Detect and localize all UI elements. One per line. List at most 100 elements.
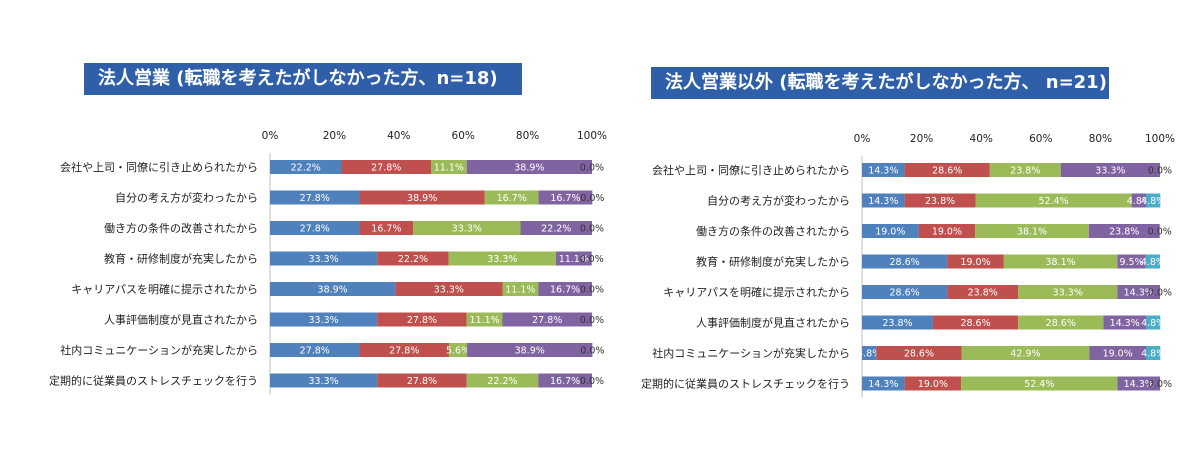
bar-segment [862,376,905,391]
category-label: 社内コミュニケーションが充実したから [60,343,258,357]
data-label: 38.1% [1017,227,1047,238]
data-label: 4.8% [1141,257,1165,268]
bar-segment [502,282,539,296]
bar-segment [1089,346,1146,360]
bar-segment [1103,315,1146,330]
data-label: 0.0% [580,285,604,296]
data-label: 52.4% [1039,196,1069,207]
bar-segment [862,163,905,177]
data-label: 11.1% [505,285,535,296]
chart-title-left: 法人営業 (転職を考えたがしなかった方、n=18) [84,63,522,95]
bar-segment [862,315,933,330]
bar-segment [270,312,378,327]
data-label: 4.8% [857,349,881,360]
bar-segment [448,251,556,266]
bar-segment [449,343,468,357]
chart-title-right: 法人営業以外 (転職を考えたがしなかった方、 n=21) [651,67,1109,99]
data-label: 0.0% [580,224,604,235]
category-label: 人事評価制度が見直されたから [696,316,850,330]
bar-segment [862,254,948,269]
data-label: 22.2% [291,163,321,174]
data-label: 38.9% [407,193,437,204]
data-label: 27.8% [407,315,437,326]
data-label: 14.3% [868,196,898,207]
bar-segment [377,312,467,327]
bar-segment [413,221,521,235]
x-tick-label: 20% [323,130,346,142]
bar-segment [947,254,1004,269]
data-label: 14.3% [1124,288,1154,299]
data-label: 16.7% [550,193,580,204]
data-label: 16.7% [550,376,580,387]
bar-segment [989,163,1061,177]
bar-segment [538,282,592,296]
data-label: 0.0% [580,163,604,174]
bar-segment [431,160,467,174]
bar-segment [466,160,592,174]
bar-segment [975,224,1089,238]
bar-segment [538,373,592,388]
category-label: 働き方の条件の改善されたから [104,221,258,235]
data-label: 11.1% [559,254,589,265]
data-label: 33.3% [1095,166,1125,177]
bar-segment [1145,254,1160,269]
x-tick-label: 20% [910,133,933,145]
bar-segment [1145,315,1161,330]
x-tick-label: 100% [1145,133,1175,145]
data-label: 19.0% [932,227,962,238]
category-label: 定期的に従業員のストレスチェックを行う [641,377,850,391]
data-label: 4.8% [1141,318,1165,329]
category-label: 人事評価制度が見直されたから [104,313,258,327]
data-label: 27.8% [300,224,330,235]
bar-segment [904,193,976,208]
data-label: 0.0% [1148,227,1172,238]
category-label: 教育・研修制度が充実したから [696,255,850,269]
data-label: 14.3% [1110,318,1140,329]
bar-segment [1117,376,1160,391]
bar-segment [862,193,905,208]
data-label: 28.6% [932,166,962,177]
data-label: 0.0% [1148,166,1172,177]
data-label: 22.2% [487,376,517,387]
data-label: 22.2% [398,254,428,265]
bar-segment [270,282,396,296]
data-label: 23.8% [968,288,998,299]
data-label: 5.6% [446,346,470,357]
data-label: 11.1% [470,315,500,326]
category-label: 働き方の条件の改善されたから [696,224,850,238]
category-label: 会社や上司・同僚に引き止められたから [652,163,850,177]
bar-segment [1003,254,1118,269]
bar-segment [555,251,592,266]
data-label: 33.3% [487,254,517,265]
data-label: 0.0% [580,193,604,204]
bar-segment [467,343,593,357]
bar-segment [359,343,450,357]
category-label: 会社や上司・同僚に引き止められたから [60,160,258,174]
x-tick-label: 100% [577,130,607,142]
bar-segment [932,315,1019,330]
data-label: 14.3% [1124,379,1154,390]
bar-segment [1145,346,1161,360]
data-label: 38.1% [1046,257,1076,268]
bar-segment [466,312,503,327]
bar-segment [876,346,962,360]
data-label: 27.8% [389,346,419,357]
data-label: 19.0% [918,379,948,390]
bar-segment [918,224,976,238]
bar-segment [904,376,962,391]
bar-segment [520,221,592,235]
data-label: 0.0% [1148,379,1172,390]
bar-segment [359,190,485,205]
data-label: 19.0% [960,257,990,268]
x-tick-label: 60% [1029,133,1052,145]
data-label: 11.1% [434,163,464,174]
bar-segment [395,282,503,296]
x-tick-label: 40% [387,130,410,142]
bar-segment [341,160,431,174]
data-label: 28.6% [890,288,920,299]
category-label: 教育・研修制度が充実したから [104,252,258,266]
bar-segment [1145,193,1161,208]
data-label: 0.0% [1148,288,1172,299]
bar-segment [961,376,1118,391]
